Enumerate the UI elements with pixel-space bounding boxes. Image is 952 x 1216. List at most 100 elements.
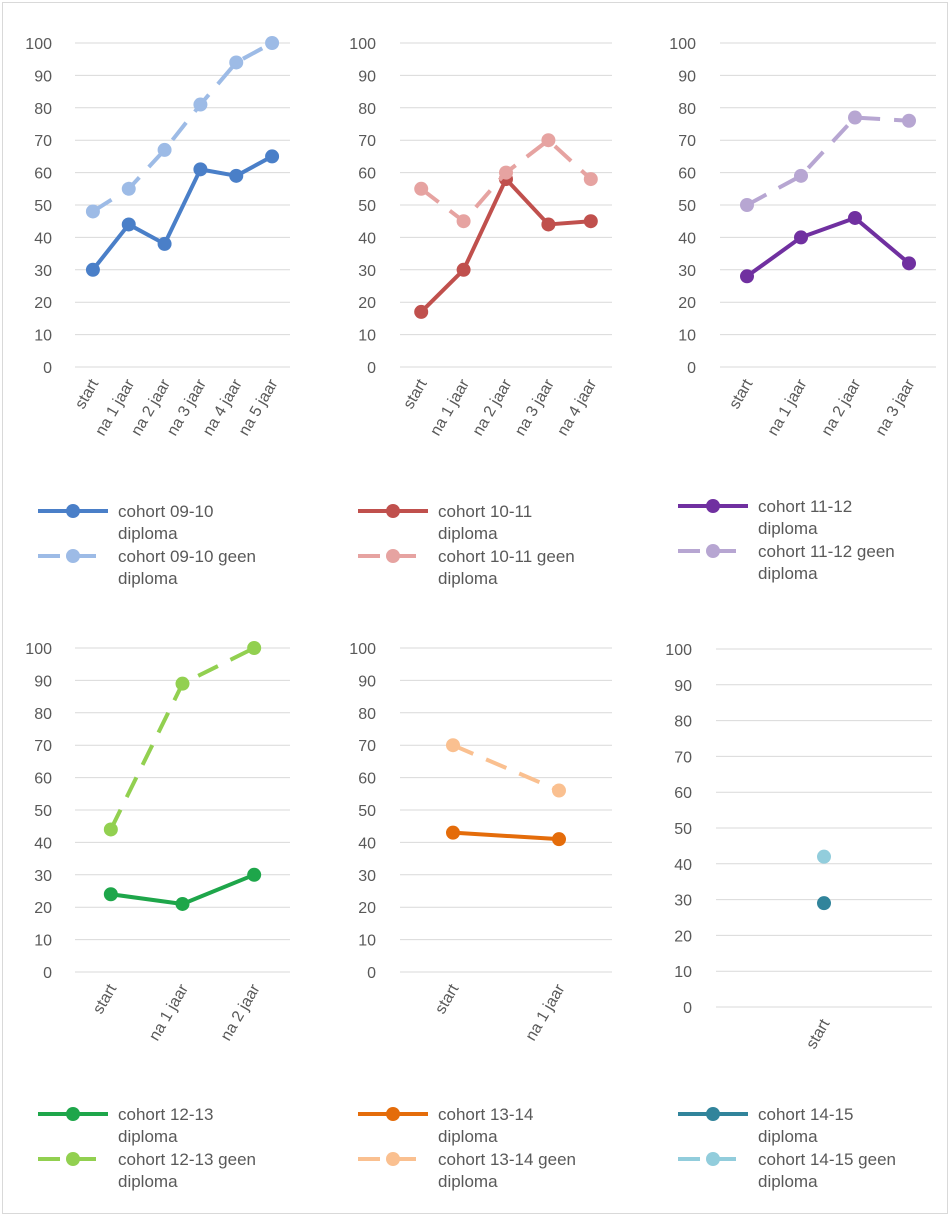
y-tick-label: 60 xyxy=(358,771,376,788)
legend-swatch-marker xyxy=(386,1152,400,1166)
data-point xyxy=(740,198,754,212)
legend-label: cohort 14-15 geen xyxy=(758,1150,896,1169)
y-tick-label: 20 xyxy=(678,295,696,312)
legend-swatch-marker xyxy=(706,1107,720,1121)
x-tick-label: na 2 jaar xyxy=(218,981,264,1044)
series-line xyxy=(91,41,274,214)
y-tick-label: 0 xyxy=(43,965,52,982)
y-tick-label: 10 xyxy=(678,328,696,345)
y-tick-label: 30 xyxy=(678,263,696,280)
legend-entry: cohort 09-10 diploma xyxy=(38,502,213,543)
data-point xyxy=(456,262,471,277)
x-tick-label: na 2 jaar xyxy=(819,376,865,439)
y-tick-label: 40 xyxy=(678,230,696,247)
data-point xyxy=(794,230,808,245)
legend-entry: cohort 13-14 geen diploma xyxy=(358,1150,576,1191)
y-tick-label: 80 xyxy=(358,706,376,723)
legend-entry: cohort 11-12 geen diploma xyxy=(678,542,895,583)
series-line xyxy=(419,177,591,314)
x-tick-label: start xyxy=(72,376,103,412)
y-tick-label: 20 xyxy=(358,295,376,312)
legend-label: diploma xyxy=(438,1127,498,1146)
y-tick-label: 20 xyxy=(674,928,692,945)
y-tick-label: 50 xyxy=(358,198,376,215)
legend-swatch-marker xyxy=(386,504,400,518)
y-tick-label: 100 xyxy=(25,641,52,658)
data-point xyxy=(552,783,566,798)
series-geen-diploma xyxy=(817,849,831,864)
data-point xyxy=(121,217,136,232)
data-point xyxy=(817,849,831,864)
x-tick-label: na 3 jaar xyxy=(512,376,558,439)
y-tick-label: 0 xyxy=(367,360,376,377)
legend-label: cohort 10-11 xyxy=(438,502,532,521)
y-tick-label: 60 xyxy=(678,166,696,183)
data-point xyxy=(265,149,280,164)
chart-panel-4: 0 10 20 30 40 50 60 70 80 90 100 start na 1 jaar na 2… xyxy=(25,641,290,1191)
data-point xyxy=(121,181,136,196)
data-point xyxy=(456,214,471,229)
legend-label: diploma xyxy=(758,564,818,583)
x-tick-label: start xyxy=(803,1016,834,1052)
legend-entry: cohort 13-14 diploma xyxy=(358,1105,533,1146)
legend-swatch-marker xyxy=(386,1107,400,1121)
data-point xyxy=(85,204,100,219)
legend-label: cohort 10-11 geen xyxy=(438,547,575,566)
data-point xyxy=(541,217,556,232)
legend-label: diploma xyxy=(118,524,178,543)
x-tick-label: start xyxy=(432,981,463,1017)
data-point xyxy=(817,896,831,911)
data-point xyxy=(446,825,460,840)
y-tick-label: 80 xyxy=(34,706,52,723)
chart-panel-6: 0 10 20 30 40 50 60 70 80 90 100 start cohort 14-15 d… xyxy=(665,642,932,1191)
y-tick-label: 90 xyxy=(678,68,696,85)
data-point xyxy=(902,113,916,128)
y-tick-label: 70 xyxy=(674,749,692,766)
y-tick-label: 40 xyxy=(34,835,52,852)
y-tick-label: 50 xyxy=(678,198,696,215)
y-tick-label: 90 xyxy=(674,678,692,695)
data-point xyxy=(229,168,244,183)
series-diploma xyxy=(817,896,831,911)
series-line xyxy=(91,154,274,272)
legend-swatch-marker xyxy=(66,549,80,563)
legend-label: diploma xyxy=(758,519,818,538)
y-tick-label: 10 xyxy=(34,933,52,950)
y-tick-label: 10 xyxy=(358,328,376,345)
y-tick-label: 40 xyxy=(34,230,52,247)
legend-swatch-marker xyxy=(66,1152,80,1166)
series-line xyxy=(109,646,256,831)
y-tick-label: 10 xyxy=(34,328,52,345)
y-tick-label: 60 xyxy=(34,771,52,788)
legend-label: cohort 12-13 xyxy=(118,1105,213,1124)
series-geen-diploma xyxy=(414,133,598,229)
y-tick-label: 10 xyxy=(358,933,376,950)
data-point xyxy=(541,133,556,148)
series-line xyxy=(452,743,560,793)
y-tick-label: 50 xyxy=(358,803,376,820)
y-tick-label: 70 xyxy=(358,738,376,755)
legend-label: cohort 14-15 xyxy=(758,1105,853,1124)
x-tick-label: start xyxy=(90,981,121,1017)
series-diploma xyxy=(103,867,262,911)
y-tick-label: 40 xyxy=(358,835,376,852)
series-geen-diploma xyxy=(446,738,566,798)
data-point xyxy=(193,97,208,112)
series-geen-diploma xyxy=(85,36,280,219)
legend-entry: cohort 10-11 geen diploma xyxy=(358,547,575,588)
y-tick-label: 0 xyxy=(683,1000,692,1017)
y-tick-label: 90 xyxy=(34,68,52,85)
legend-entry: cohort 12-13 diploma xyxy=(38,1105,213,1146)
data-point xyxy=(103,887,118,902)
legend-label: diploma xyxy=(438,569,498,588)
x-tick-label: na 1 jaar xyxy=(146,981,192,1044)
legend-entry: cohort 14-15 geen diploma xyxy=(678,1150,896,1191)
legend-swatch-marker xyxy=(706,544,720,558)
x-tick-label: na 3 jaar xyxy=(873,376,919,439)
legend-label: cohort 09-10 xyxy=(118,502,213,521)
y-tick-label: 70 xyxy=(358,133,376,150)
y-tick-label: 90 xyxy=(358,673,376,690)
legend-swatch-marker xyxy=(706,499,720,513)
